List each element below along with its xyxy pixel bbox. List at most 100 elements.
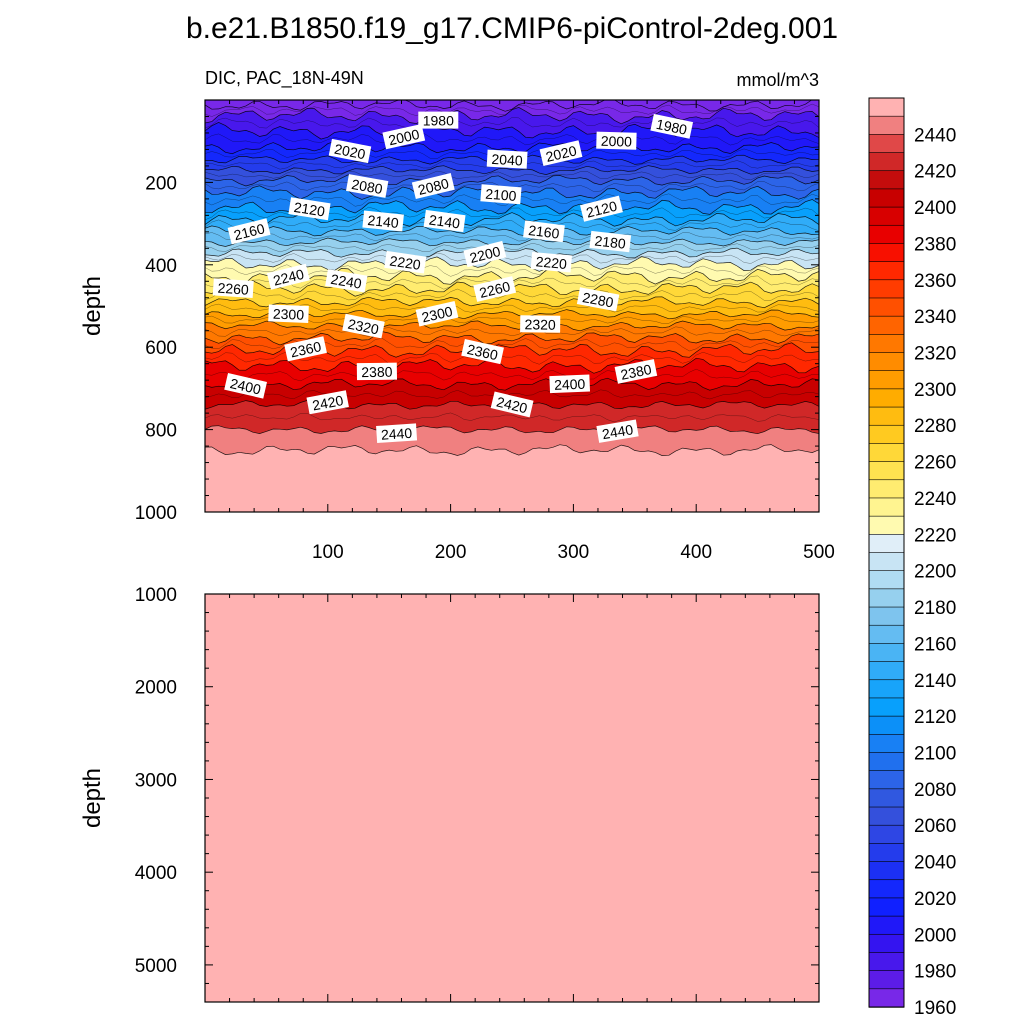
contour-label-text: 2100 xyxy=(485,186,517,204)
contour-label: 2200 xyxy=(463,240,507,268)
contour-line-minor xyxy=(205,252,819,264)
y-tick-label: 600 xyxy=(145,338,177,359)
colorbar-tick-label: 2420 xyxy=(914,162,956,183)
colorbar-swatch xyxy=(868,897,905,917)
colorbar-swatch xyxy=(868,97,905,117)
contour-label-text: 2420 xyxy=(495,394,529,417)
contour-label-box xyxy=(480,184,522,205)
colorbar-swatch xyxy=(868,279,905,299)
contour-label: 2080 xyxy=(411,173,455,199)
contour-label-text: 2120 xyxy=(293,199,326,220)
contour-label-box xyxy=(227,218,271,245)
contour-line xyxy=(205,225,819,237)
contour-line-minor xyxy=(205,219,819,231)
contour-label-text: 2220 xyxy=(389,253,422,273)
colorbar-tick-label: 2380 xyxy=(914,234,956,255)
colorbar-frame xyxy=(868,97,905,1008)
colorbar: 2440 2420 2400 2380 2360 2340 2320 2300 2280 2260… xyxy=(868,97,956,1019)
contour-label-box xyxy=(284,336,327,362)
contour-label-box xyxy=(539,140,583,166)
colorbar-tick-label: 2120 xyxy=(914,707,956,728)
contour-label: 2140 xyxy=(362,210,404,232)
contour-label: 2380 xyxy=(356,362,398,381)
contour-label-text: 2320 xyxy=(347,316,381,338)
contour-label-text: 2360 xyxy=(289,338,323,360)
contour-label: 2100 xyxy=(480,184,522,205)
lower-uniform-fill xyxy=(205,594,819,1002)
colorbar-swatch xyxy=(868,752,905,772)
contour-label: 2280 xyxy=(576,287,620,312)
contour-label-text: 2080 xyxy=(416,175,450,198)
colorbar-swatch xyxy=(868,952,905,972)
contour-line-minor xyxy=(205,232,819,242)
contour-label-text: 2000 xyxy=(387,126,421,148)
lower-axis-ticks: 1000 2000 3000 4000 5000 xyxy=(135,585,820,1002)
colorbar-tick-label: 2200 xyxy=(914,562,956,583)
colorbar-swatch xyxy=(868,406,905,426)
contour-label-text: 2260 xyxy=(478,278,512,301)
upper-y-axis-label: depth xyxy=(79,276,106,336)
colorbar-tick-label: 2060 xyxy=(914,816,956,837)
contour-label-box xyxy=(325,269,368,293)
contour-label: 2140 xyxy=(423,209,466,233)
contour-line xyxy=(205,320,819,332)
contour-label-text: 2020 xyxy=(333,141,367,163)
contour-label-text: 2300 xyxy=(420,303,454,326)
contour-label: 2420 xyxy=(490,391,534,418)
y-tick-label: 800 xyxy=(145,421,177,442)
contour-label-box xyxy=(356,362,398,381)
contour-label-text: 2160 xyxy=(232,220,266,243)
contour-label-text: 2400 xyxy=(229,375,263,398)
colorbar-swatch xyxy=(868,224,905,245)
contour-line xyxy=(205,237,819,247)
contour-label-text: 2320 xyxy=(525,316,557,332)
contour-label: 2380 xyxy=(614,359,658,384)
lower-y-tick-label: 1000 xyxy=(135,585,177,606)
colorbar-swatch xyxy=(868,806,905,826)
contour-label-box xyxy=(473,276,517,302)
contour-label: 2320 xyxy=(342,313,385,339)
contour-label-text: 2440 xyxy=(601,421,635,442)
colorbar-tick-label: 2340 xyxy=(914,307,956,328)
contour-label: 2360 xyxy=(461,339,504,365)
contour-label: 2240 xyxy=(325,269,368,293)
colorbar-swatch xyxy=(868,933,905,954)
contour-label-text: 2140 xyxy=(367,212,400,231)
colorbar-swatch xyxy=(868,461,905,481)
contour-label: 2020 xyxy=(328,138,372,164)
contour-line-minor xyxy=(205,368,819,382)
contour-label-box xyxy=(328,138,372,164)
colorbar-swatch xyxy=(868,824,905,845)
colorbar-swatch xyxy=(868,152,905,172)
contour-line-minor xyxy=(205,132,819,146)
colorbar-swatch xyxy=(868,334,905,354)
contour-label: 2220 xyxy=(530,251,573,273)
contour-line xyxy=(205,122,819,140)
contour-label-text: 2220 xyxy=(535,253,568,272)
contour-line xyxy=(205,331,819,346)
contour-label-box xyxy=(268,304,309,323)
contour-line-minor xyxy=(205,170,819,181)
contour-label-text: 2360 xyxy=(466,341,500,363)
colorbar-tick-label: 2080 xyxy=(914,780,956,801)
y-tick-label: 200 xyxy=(145,173,177,194)
colorbar-swatch xyxy=(868,243,905,263)
contour-label: 2120 xyxy=(580,195,623,222)
colorbar-swatch xyxy=(868,534,905,554)
x-tick-label: 300 xyxy=(558,542,590,563)
colorbar-swatch xyxy=(868,988,905,1008)
contour-label: 2120 xyxy=(288,197,331,221)
contour-label-box xyxy=(384,250,427,274)
contour-label-text: 2080 xyxy=(350,176,384,197)
contour-label-box xyxy=(342,313,385,339)
colorbar-swatch xyxy=(868,770,905,790)
colorbar-swatch xyxy=(868,733,905,754)
contour-label: 2260 xyxy=(212,278,254,298)
contour-label: 2080 xyxy=(346,174,389,198)
colorbar-swatch xyxy=(868,643,905,663)
upper-plot-frame xyxy=(204,99,820,513)
contour-label-box xyxy=(212,278,254,298)
colorbar-swatch xyxy=(868,515,905,536)
contour-label-text: 2240 xyxy=(271,266,305,289)
